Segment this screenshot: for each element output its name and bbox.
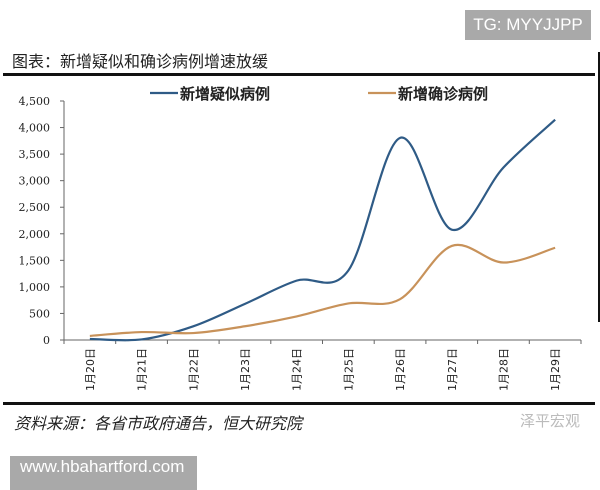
x-tick-label: 1月21日: [136, 348, 149, 391]
x-tick-label: 1月27日: [446, 348, 459, 391]
y-tick-label: 4,000: [19, 122, 51, 135]
series-line: [89, 118, 556, 342]
y-tick-label: 1,000: [19, 281, 51, 294]
y-tick-label: 2,500: [19, 201, 51, 214]
y-tick-label: 3,500: [19, 148, 51, 161]
watermark-logo: 泽平宏观: [520, 412, 581, 430]
x-tick-label: 1月25日: [342, 348, 355, 391]
axes: 0 500 1,000 1,500 2,000 2,500 3,000 3,500 4,000 4…: [19, 95, 582, 391]
x-tick-label: 1月20日: [84, 348, 97, 391]
y-tick-label: 500: [29, 307, 50, 320]
legend: 新增疑似病例 新增确诊病例: [150, 85, 488, 103]
watermark-url: www.hbahartford.com: [10, 456, 197, 490]
line-chart: 新增疑似病例 新增确诊病例 0 500 1,000 1,500 2,000 2,500 3,0…: [19, 85, 582, 391]
x-tick-label: 1月26日: [394, 348, 407, 391]
y-tick-label: 3,000: [19, 175, 51, 188]
watermark-url-text: www.hbahartford.com: [20, 457, 185, 476]
frame-right-border: [598, 52, 600, 322]
series-lines: [89, 118, 556, 342]
x-tick-label: 1月29日: [549, 348, 562, 391]
y-tick-label: 0: [43, 334, 50, 347]
source-note: 资料来源：各省市政府通告，恒大研究院: [14, 414, 303, 433]
legend-label: 新增疑似病例: [180, 85, 270, 103]
watermark-top: TG: MYYJJPP: [465, 10, 591, 40]
x-tick-label: 1月24日: [291, 348, 304, 391]
title-rule: [3, 73, 595, 76]
x-tick-label: 1月28日: [497, 348, 510, 391]
y-tick-label: 1,500: [19, 254, 51, 267]
figure-title: 图表：新增疑似和确诊病例增速放缓: [12, 52, 269, 71]
x-tick-label: 1月23日: [239, 348, 252, 391]
series-line: [89, 243, 556, 338]
x-tick-label: 1月22日: [187, 348, 200, 391]
source-rule: [3, 402, 595, 405]
legend-label: 新增确诊病例: [398, 85, 488, 103]
y-tick-label: 2,000: [19, 228, 51, 241]
y-tick-label: 4,500: [19, 95, 51, 108]
